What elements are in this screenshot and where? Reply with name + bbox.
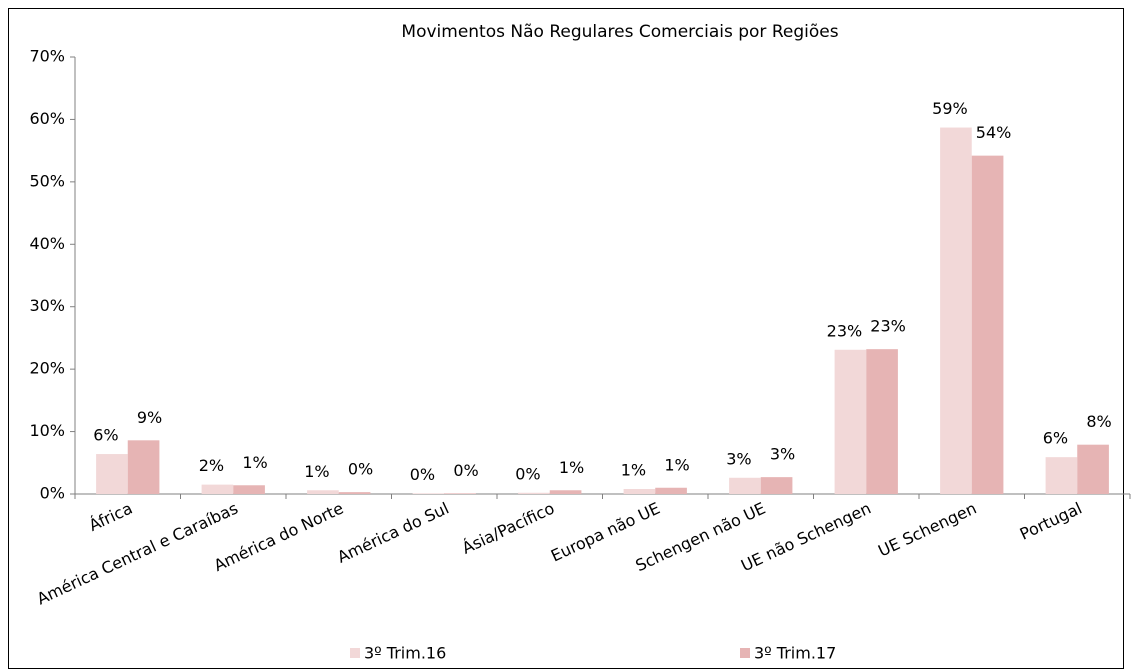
data-label: 1% xyxy=(664,455,689,474)
bar xyxy=(201,484,234,494)
bar xyxy=(96,454,128,494)
bar xyxy=(1045,457,1078,494)
data-label: 0% xyxy=(453,461,478,480)
bar xyxy=(760,477,793,494)
data-label: 6% xyxy=(1043,429,1068,448)
data-label: 0% xyxy=(348,460,373,479)
bar xyxy=(655,487,687,494)
data-label: 1% xyxy=(559,458,584,477)
data-label: 0% xyxy=(515,464,540,483)
bar xyxy=(834,349,867,494)
data-label: 23% xyxy=(827,321,863,340)
bar xyxy=(623,489,656,494)
bar xyxy=(518,492,550,494)
bar xyxy=(1077,444,1109,494)
bar xyxy=(412,493,445,494)
legend-swatch xyxy=(350,648,360,658)
y-tick-label: 40% xyxy=(29,234,65,253)
legend-label: 3º Trim.16 xyxy=(364,644,446,663)
data-label: 6% xyxy=(93,426,118,445)
bar xyxy=(971,155,1004,494)
chart-border xyxy=(8,8,1124,669)
bar xyxy=(940,127,972,495)
bar xyxy=(127,440,160,494)
data-label: 23% xyxy=(870,317,906,336)
bar xyxy=(307,490,339,494)
y-tick-label: 50% xyxy=(29,171,65,190)
chart-title: Movimentos Não Regulares Comerciais por … xyxy=(401,22,838,42)
bar xyxy=(866,349,898,494)
data-label: 1% xyxy=(621,461,646,480)
y-tick-label: 70% xyxy=(29,47,65,66)
y-tick-label: 60% xyxy=(29,109,65,128)
data-label: 2% xyxy=(199,456,224,475)
legend-label: 3º Trim.17 xyxy=(754,644,836,663)
bar xyxy=(729,477,761,494)
data-label: 54% xyxy=(976,123,1012,142)
bar xyxy=(549,490,582,494)
bar xyxy=(444,493,476,494)
y-tick-label: 20% xyxy=(29,359,65,378)
data-label: 59% xyxy=(932,99,968,118)
bar xyxy=(233,485,265,494)
y-tick-label: 10% xyxy=(29,421,65,440)
data-label: 9% xyxy=(137,408,162,427)
y-tick-label: 30% xyxy=(29,296,65,315)
y-tick-label: 0% xyxy=(40,484,65,503)
data-label: 3% xyxy=(770,445,795,464)
data-label: 3% xyxy=(726,449,751,468)
data-label: 0% xyxy=(410,465,435,484)
legend-swatch xyxy=(740,648,750,658)
data-label: 8% xyxy=(1086,412,1111,431)
data-label: 1% xyxy=(242,453,267,472)
bar xyxy=(338,492,371,494)
data-label: 1% xyxy=(304,462,329,481)
